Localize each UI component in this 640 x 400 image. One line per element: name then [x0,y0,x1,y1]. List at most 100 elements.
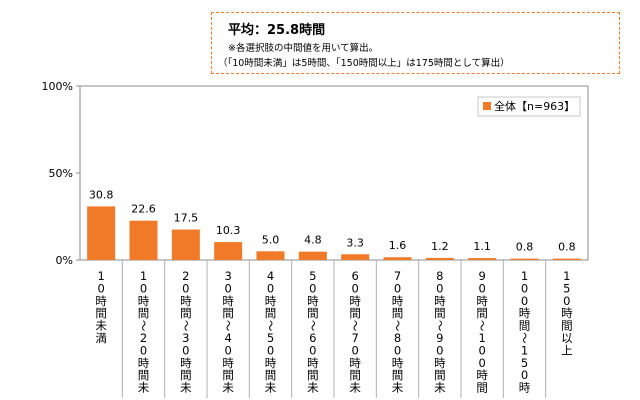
data-label: 1.6 [389,239,407,252]
category-glyph: 間 [476,306,488,320]
category-glyph: 1 [479,331,486,345]
category-glyph: 6 [309,331,316,345]
category-glyph: 上 [561,343,573,357]
category-glyph: 1 [521,269,528,283]
category-glyph: 時 [392,294,404,308]
category-glyph: 1 [563,269,570,283]
category-glyph: 2 [182,269,189,283]
category-glyph: 1 [140,269,147,283]
data-label: 0.8 [558,241,576,254]
category-glyph: 間 [138,368,150,382]
data-label: 1.1 [473,240,491,253]
category-glyph: 時 [180,294,192,308]
category-glyph: 5 [521,356,528,370]
category-glyph: 〜 [137,320,151,332]
category-glyph: 未 [180,381,192,395]
data-label: 0.8 [516,241,534,254]
category-glyph: 7 [394,269,401,283]
category-glyph: 0 [436,343,443,357]
category-glyph: 1 [521,343,528,357]
data-label: 17.5 [174,212,199,225]
bar [298,251,327,260]
category-glyph: 0 [352,343,359,357]
category-glyph: 間 [392,306,404,320]
category-glyph: 0 [394,343,401,357]
category-glyph: 時 [476,368,488,382]
y-tick-label: 100% [42,80,73,93]
bar [256,251,285,260]
data-label: 30.8 [89,188,114,201]
category-glyph: 時 [476,294,488,308]
category-glyph: 〜 [221,320,235,332]
category-glyph: 時 [349,294,361,308]
category-glyph: 0 [225,343,232,357]
category-glyph: 0 [182,343,189,357]
category-glyph: 時 [561,306,573,320]
category-glyph: 間 [222,306,234,320]
category-glyph: 時 [349,356,361,370]
category-glyph: 〜 [264,320,278,332]
note-line-2: （「10時間未満」は5時間、「150時間以上」は175時間として算出） [218,58,510,69]
category-glyph: 未 [222,381,234,395]
category-glyph: 時 [138,356,150,370]
category-glyph: 0 [182,281,189,295]
category-glyph: 間 [138,306,150,320]
y-tick-label: 50% [49,167,73,180]
category-glyph: 3 [182,331,189,345]
legend-label: 全体【n=963】 [494,99,575,113]
category-glyph: 0 [521,368,528,382]
category-glyph: 間 [434,368,446,382]
category-glyph: 時 [307,356,319,370]
category-glyph: 間 [349,368,361,382]
category-glyph: 時 [392,356,404,370]
category-glyph: 間 [307,306,319,320]
data-label: 5.0 [262,233,280,246]
bar [87,206,116,260]
data-label: 4.8 [304,234,322,247]
category-glyph: 0 [140,343,147,357]
category-label: 10時間未満 [95,269,107,345]
data-label: 10.3 [216,224,241,237]
bar [171,229,200,260]
category-glyph: 7 [352,331,359,345]
category-glyph: 間 [95,306,107,320]
bar [341,254,370,260]
y-tick-label: 0% [56,254,73,267]
category-glyph: 未 [138,381,150,395]
bar [383,257,412,260]
category-glyph: 0 [309,281,316,295]
category-glyph: 〜 [518,332,532,344]
note-line-1: ※各選択肢の中間値を用いて算出。 [228,43,379,54]
category-glyph: 満 [95,331,107,345]
category-glyph: 9 [436,331,443,345]
category-glyph: 〜 [391,320,405,332]
category-glyph: 間 [561,319,573,333]
bar [468,258,497,260]
category-glyph: 8 [394,331,401,345]
category-glyph: 時 [434,294,446,308]
category-glyph: 5 [563,281,570,295]
category-glyph: 時 [95,294,107,308]
category-glyph: 0 [267,343,274,357]
category-glyph: 時 [434,356,446,370]
bar [129,220,158,260]
category-glyph: 未 [307,381,319,395]
category-glyph: 9 [479,269,486,283]
category-glyph: 時 [265,356,277,370]
category-glyph: 間 [349,306,361,320]
category-glyph: 〜 [475,320,489,332]
category-glyph: 未 [95,319,107,333]
category-glyph: 5 [267,331,274,345]
category-glyph: 時 [519,306,531,320]
category-glyph: 間 [180,306,192,320]
category-glyph: 間 [392,368,404,382]
category-glyph: 時 [307,294,319,308]
